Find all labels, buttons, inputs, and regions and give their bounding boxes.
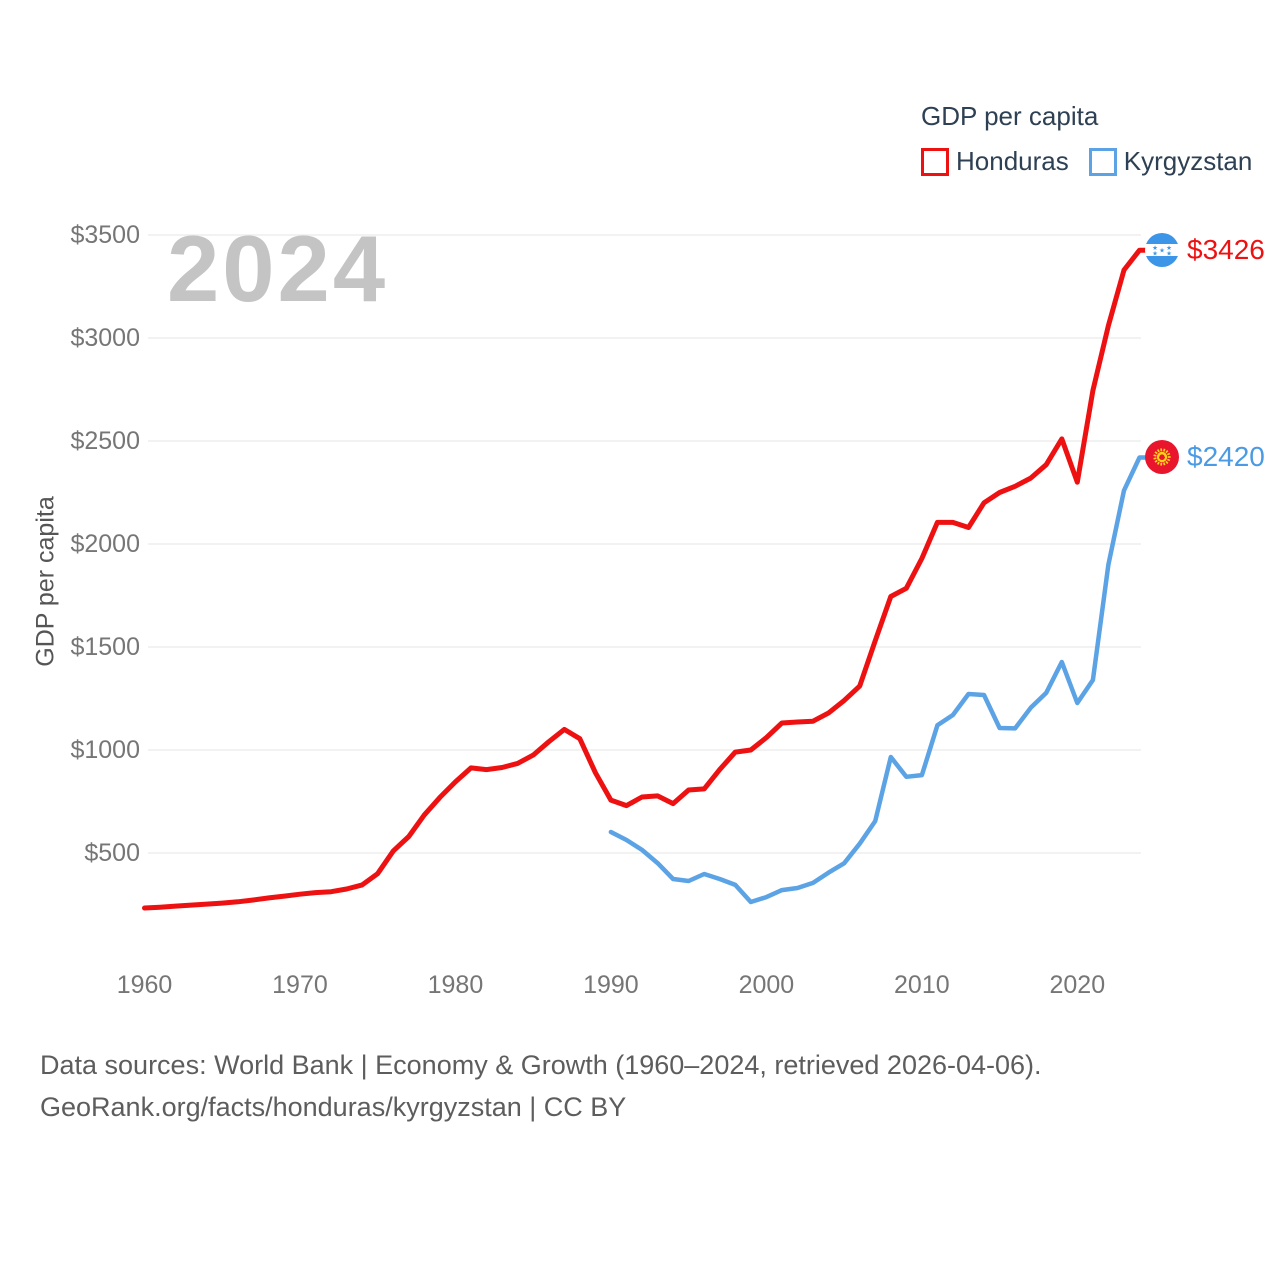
footer-sources-line: Data sources: World Bank | Economy & Gro… bbox=[40, 1050, 1042, 1080]
x-tick-label: 1970 bbox=[272, 971, 328, 999]
svg-text:★: ★ bbox=[1166, 245, 1172, 252]
legend: GDP per capita Honduras Kyrgyzstan bbox=[921, 101, 1252, 177]
x-tick-label: 2000 bbox=[738, 971, 795, 999]
legend-item-label: Honduras bbox=[956, 146, 1069, 176]
legend-swatch-icon bbox=[1088, 147, 1117, 176]
end-label-honduras: ★ ★ ★ ★ ★ $3426 bbox=[1145, 232, 1265, 268]
y-tick-label: $3500 bbox=[70, 221, 140, 249]
footer-url-line[interactable]: GeoRank.org/facts/honduras/kyrgyzstan | … bbox=[40, 1092, 627, 1122]
legend-item-kyrgyzstan[interactable]: Kyrgyzstan bbox=[1088, 146, 1253, 177]
y-tick-label: $2500 bbox=[70, 427, 140, 455]
x-tick-label: 2020 bbox=[1049, 971, 1106, 999]
y-tick-label: $3000 bbox=[70, 324, 140, 352]
footer: Data sources: World Bank | Economy & Gro… bbox=[40, 1044, 1042, 1128]
y-tick-label: $2000 bbox=[70, 530, 140, 558]
legend-item-label: Kyrgyzstan bbox=[1123, 146, 1253, 176]
watermark-year: 2024 bbox=[167, 216, 389, 321]
x-tick-label: 2010 bbox=[894, 971, 950, 999]
end-label-kyrgyzstan: $2420 bbox=[1145, 439, 1265, 475]
svg-text:★: ★ bbox=[1152, 251, 1158, 258]
gridlines bbox=[148, 234, 1141, 854]
svg-text:★: ★ bbox=[1152, 245, 1158, 252]
legend-items: Honduras Kyrgyzstan bbox=[921, 146, 1252, 177]
kyrgyzstan-line bbox=[608, 455, 1150, 905]
y-tick-label: $1500 bbox=[70, 633, 140, 661]
x-tick-label: 1960 bbox=[116, 971, 173, 999]
honduras-flag-icon: ★ ★ ★ ★ ★ bbox=[1145, 233, 1179, 268]
kyrgyzstan-flag-icon bbox=[1145, 440, 1179, 475]
y-tick-label: $1000 bbox=[70, 736, 140, 764]
series-lines bbox=[142, 247, 1150, 911]
end-value-honduras: $3426 bbox=[1187, 234, 1265, 266]
x-tick-label: 1980 bbox=[427, 971, 484, 999]
end-value-kyrgyzstan: $2420 bbox=[1187, 441, 1265, 473]
svg-text:★: ★ bbox=[1166, 251, 1172, 258]
y-tick-label: $500 bbox=[84, 839, 140, 867]
x-tick-label: 1990 bbox=[583, 971, 639, 999]
legend-item-honduras[interactable]: Honduras bbox=[921, 146, 1069, 177]
honduras-line bbox=[142, 247, 1150, 911]
legend-swatch-icon bbox=[921, 147, 949, 176]
svg-text:★: ★ bbox=[1159, 248, 1165, 255]
legend-title: GDP per capita bbox=[921, 101, 1099, 131]
